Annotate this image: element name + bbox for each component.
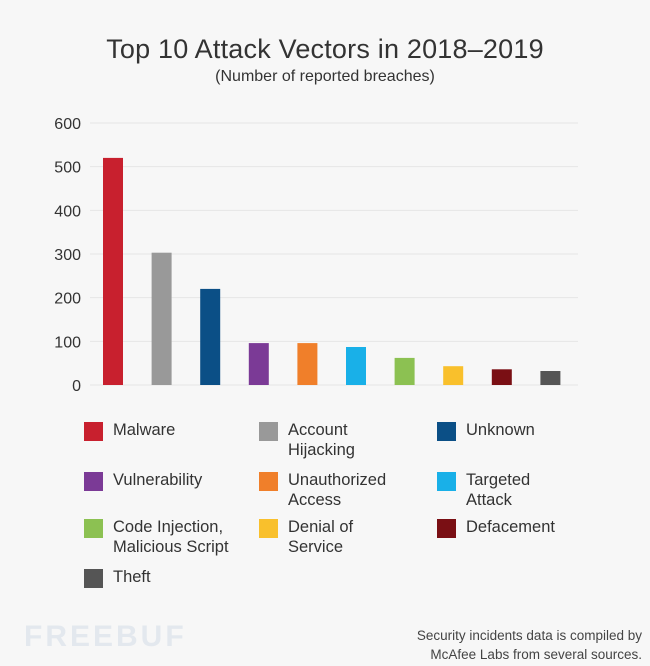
- legend-item: Defacement: [437, 517, 607, 538]
- bar-targeted-attack: [346, 347, 366, 385]
- legend-label: Defacement: [466, 517, 555, 537]
- bar-unknown: [200, 288, 221, 385]
- legend-label-line-1: Denial of: [288, 518, 354, 536]
- legend-label-line-2: Service: [288, 538, 344, 556]
- legend-label-line-1: Malware: [113, 421, 176, 439]
- bar-vulnerability: [248, 343, 269, 385]
- legend-label: Code Injection, Malicious Script: [113, 517, 229, 557]
- legend-item: Unknown: [437, 420, 607, 441]
- bar-unauthorized-access: [297, 343, 318, 385]
- legend-item: Account Hijacking: [259, 420, 429, 460]
- legend-swatch: [437, 472, 456, 491]
- legend-swatch: [259, 422, 278, 441]
- legend-item: Denial of Service: [259, 517, 429, 557]
- bars: [103, 157, 561, 385]
- y-axis-ticks: 0 100 200 300 400 500 600: [54, 116, 81, 395]
- bar-account-hijacking: [151, 252, 172, 385]
- legend-label-line-1: Targeted: [466, 471, 531, 489]
- legend-item: Theft: [84, 567, 254, 588]
- chart-title: Top 10 Attack Vectors in 2018–2019: [106, 34, 544, 64]
- legend-item: Unauthorized Access: [259, 470, 429, 510]
- legend-swatch: [84, 569, 103, 588]
- legend-item: Malware: [84, 420, 254, 441]
- legend-swatch: [437, 422, 456, 441]
- legend-label: Denial of Service: [288, 517, 353, 557]
- legend-label-line-1: Code Injection,: [113, 518, 224, 536]
- legend-swatch: [84, 472, 103, 491]
- legend-label: Targeted Attack: [466, 470, 530, 510]
- legend-item: Targeted Attack: [437, 470, 607, 510]
- footnote-line-1: Security incidents data is compiled by: [416, 628, 642, 643]
- bar-denial-of-service: [443, 366, 464, 385]
- legend-label: Vulnerability: [113, 470, 202, 490]
- chart-subtitle: (Number of reported breaches): [215, 68, 435, 85]
- legend-label: Theft: [113, 567, 151, 587]
- legend-label-line-1: Account: [288, 421, 348, 439]
- legend-swatch: [84, 519, 103, 538]
- legend-label: Malware: [113, 420, 175, 440]
- bar-defacement: [491, 369, 512, 385]
- y-tick-label: 500: [54, 160, 81, 177]
- legend-label-line-1: Theft: [113, 568, 151, 586]
- y-tick-label: 200: [54, 291, 81, 308]
- source-footnote: Security incidents data is compiled by M…: [417, 626, 642, 664]
- legend-label-line-2: Malicious Script: [113, 538, 229, 556]
- legend-label: Account Hijacking: [288, 420, 355, 460]
- bar-code-injection-malicious-script: [394, 357, 415, 385]
- y-tick-label: 600: [54, 116, 81, 133]
- legend-swatch: [437, 519, 456, 538]
- legend-label-line-1: Unknown: [466, 421, 535, 439]
- y-tick-label: 100: [54, 334, 81, 351]
- footnote-line-2: McAfee Labs from several sources.: [430, 647, 642, 662]
- legend-label-line-1: Unauthorized: [288, 471, 387, 489]
- legend-label-line-1: Vulnerability: [113, 471, 203, 489]
- legend-item: Code Injection, Malicious Script: [84, 517, 254, 557]
- y-tick-label: 400: [54, 203, 81, 220]
- legend-swatch: [84, 422, 103, 441]
- legend-label: Unknown: [466, 420, 535, 440]
- legend-label-line-2: Attack: [466, 491, 512, 509]
- y-tick-label: 300: [54, 247, 81, 264]
- legend-label-line-2: Hijacking: [288, 441, 355, 459]
- legend-swatch: [259, 472, 278, 491]
- bar-malware: [103, 157, 123, 385]
- legend-swatch: [259, 519, 278, 538]
- y-tick-label: 0: [72, 378, 81, 395]
- legend-item: Vulnerability: [84, 470, 254, 491]
- watermark-logo: FREEBUF: [24, 620, 187, 653]
- legend-label-line-2: Access: [288, 491, 342, 509]
- legend-label-line-1: Defacement: [466, 518, 555, 536]
- bar-theft: [540, 371, 561, 385]
- legend-label: Unauthorized Access: [288, 470, 386, 510]
- bar-chart: 0 100 200 300 400 500 600: [54, 116, 578, 395]
